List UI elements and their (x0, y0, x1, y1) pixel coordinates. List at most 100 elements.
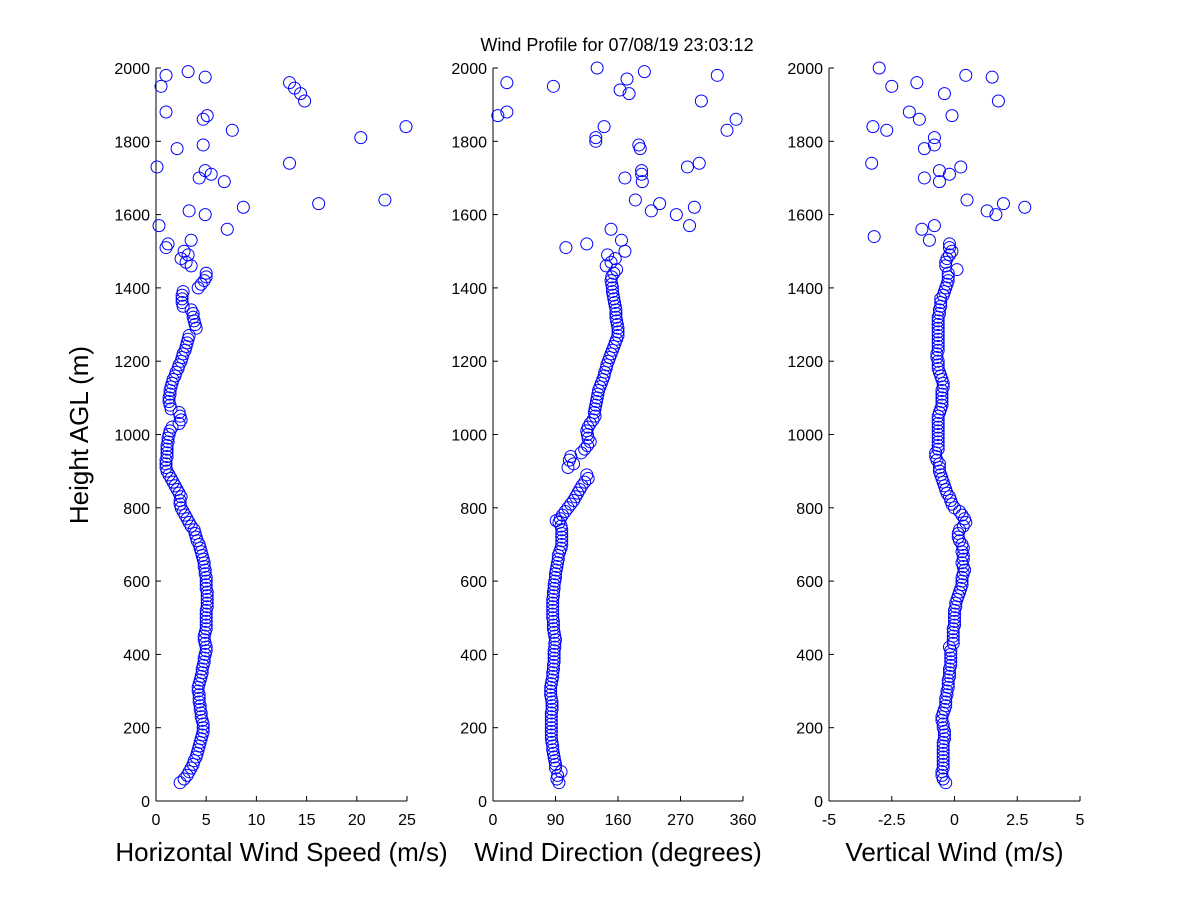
direction-y-tick-label: 1800 (451, 134, 487, 151)
speed-y-tick-label: 600 (123, 574, 150, 591)
speed-data-point (225, 123, 239, 137)
speed-y-tick-label: 200 (123, 721, 150, 738)
speed-data-point (178, 508, 192, 522)
vertical-data-point (946, 633, 960, 647)
vertical-data-point (935, 768, 949, 782)
speed-data-point (159, 241, 173, 255)
vertical-data-point (931, 420, 945, 434)
direction-data-point (548, 640, 562, 654)
vertical-data-point (880, 123, 894, 137)
vertical-data-point (902, 105, 916, 119)
direction-y-tick-label: 800 (460, 501, 487, 518)
direction-x-tick-label: 0 (489, 812, 498, 829)
speed-data-point (184, 519, 198, 533)
speed-data-point (298, 94, 312, 108)
speed-data-point (196, 721, 210, 735)
direction-data-point (544, 724, 558, 738)
direction-data-point (547, 581, 561, 595)
speed-x-tick-label: 10 (248, 812, 266, 829)
vertical-data-point (937, 87, 951, 101)
vertical-y-tick-label: 200 (796, 721, 823, 738)
direction-data-point (637, 65, 651, 79)
vertical-data-point (991, 94, 1005, 108)
direction-data-point (555, 530, 569, 544)
vertical-data-point (872, 61, 886, 75)
direction-data-point (546, 622, 560, 636)
vertical-data-point (941, 680, 955, 694)
vertical-data-point (931, 428, 945, 441)
direction-data-point (590, 61, 604, 75)
direction-y-tick-label: 1000 (451, 428, 487, 445)
speed-data-point (182, 765, 196, 779)
speed-data-point (168, 479, 182, 493)
vertical-data-point (917, 142, 931, 156)
speed-x-tick-label: 20 (348, 812, 366, 829)
speed-data-point (312, 197, 326, 211)
speed-data-point (196, 138, 210, 152)
speed-data-point (160, 442, 174, 456)
vertical-data-point (936, 750, 950, 764)
vertical-data-point (945, 244, 959, 258)
speed-data-point (199, 270, 213, 284)
direction-data-point (589, 134, 603, 148)
vertical-data-point (934, 292, 948, 306)
speed-data-point (199, 607, 213, 621)
vertical-y-tick-label: 0 (814, 794, 823, 811)
vertical-data-point (944, 655, 958, 669)
direction-data-point (581, 420, 595, 434)
direction-x-tick-label: 90 (547, 812, 565, 829)
speed-data-point (192, 695, 206, 709)
speed-data-point (152, 219, 166, 233)
vertical-data-point (931, 435, 945, 449)
vertical-y-tick-label: 800 (796, 501, 823, 518)
direction-data-point (544, 688, 558, 702)
direction-data-point (669, 208, 683, 222)
speed-data-point (166, 475, 180, 489)
speed-data-point (163, 387, 177, 401)
vertical-data-point (931, 358, 945, 372)
vertical-data-point (936, 754, 950, 768)
vertical-data-point (931, 424, 945, 438)
speed-data-point (173, 776, 187, 790)
speed-data-point (164, 471, 178, 485)
speed-y-tick-label: 0 (141, 794, 150, 811)
direction-data-point (551, 768, 565, 782)
vertical-data-point (912, 112, 926, 126)
direction-panel: 0 200 400 600 800 1000 1200 1400 1600 1800 2000 0 90… (451, 61, 761, 867)
vertical-x-axis-label: Vertical Wind (m/s) (845, 837, 1063, 867)
vertical-data-point (930, 351, 944, 365)
vertical-data-point (942, 167, 956, 181)
direction-data-point (578, 475, 592, 489)
speed-data-point (160, 446, 174, 460)
direction-data-point (729, 112, 743, 126)
vertical-data-point (958, 512, 972, 526)
direction-data-point (680, 160, 694, 174)
direction-data-point (608, 252, 622, 266)
direction-data-point (599, 259, 613, 273)
vertical-data-point (931, 417, 945, 431)
speed-data-point (198, 70, 212, 84)
vertical-data-point (931, 325, 945, 339)
speed-data-point (154, 79, 168, 93)
direction-data-point (687, 200, 701, 214)
direction-data-point (552, 776, 566, 790)
vertical-data-point (935, 395, 949, 409)
direction-data-point (604, 222, 618, 236)
direction-data-point (692, 156, 706, 170)
direction-data-point (710, 68, 724, 82)
vertical-x-tick-label: 5 (1076, 812, 1085, 829)
vertical-data-point (865, 156, 879, 170)
vertical-data-point (941, 274, 955, 288)
vertical-data-point (939, 695, 953, 709)
speed-data-point (159, 460, 173, 474)
direction-data-point (589, 131, 603, 145)
vertical-data-point (937, 728, 951, 742)
direction-data-point (614, 233, 628, 247)
direction-data-point (544, 728, 558, 742)
vertical-data-point (867, 230, 881, 244)
direction-data-point (611, 325, 625, 339)
direction-data-point (580, 438, 594, 452)
speed-data-point (199, 578, 213, 592)
direction-data-point (573, 482, 587, 496)
direction-data-point (635, 164, 649, 178)
